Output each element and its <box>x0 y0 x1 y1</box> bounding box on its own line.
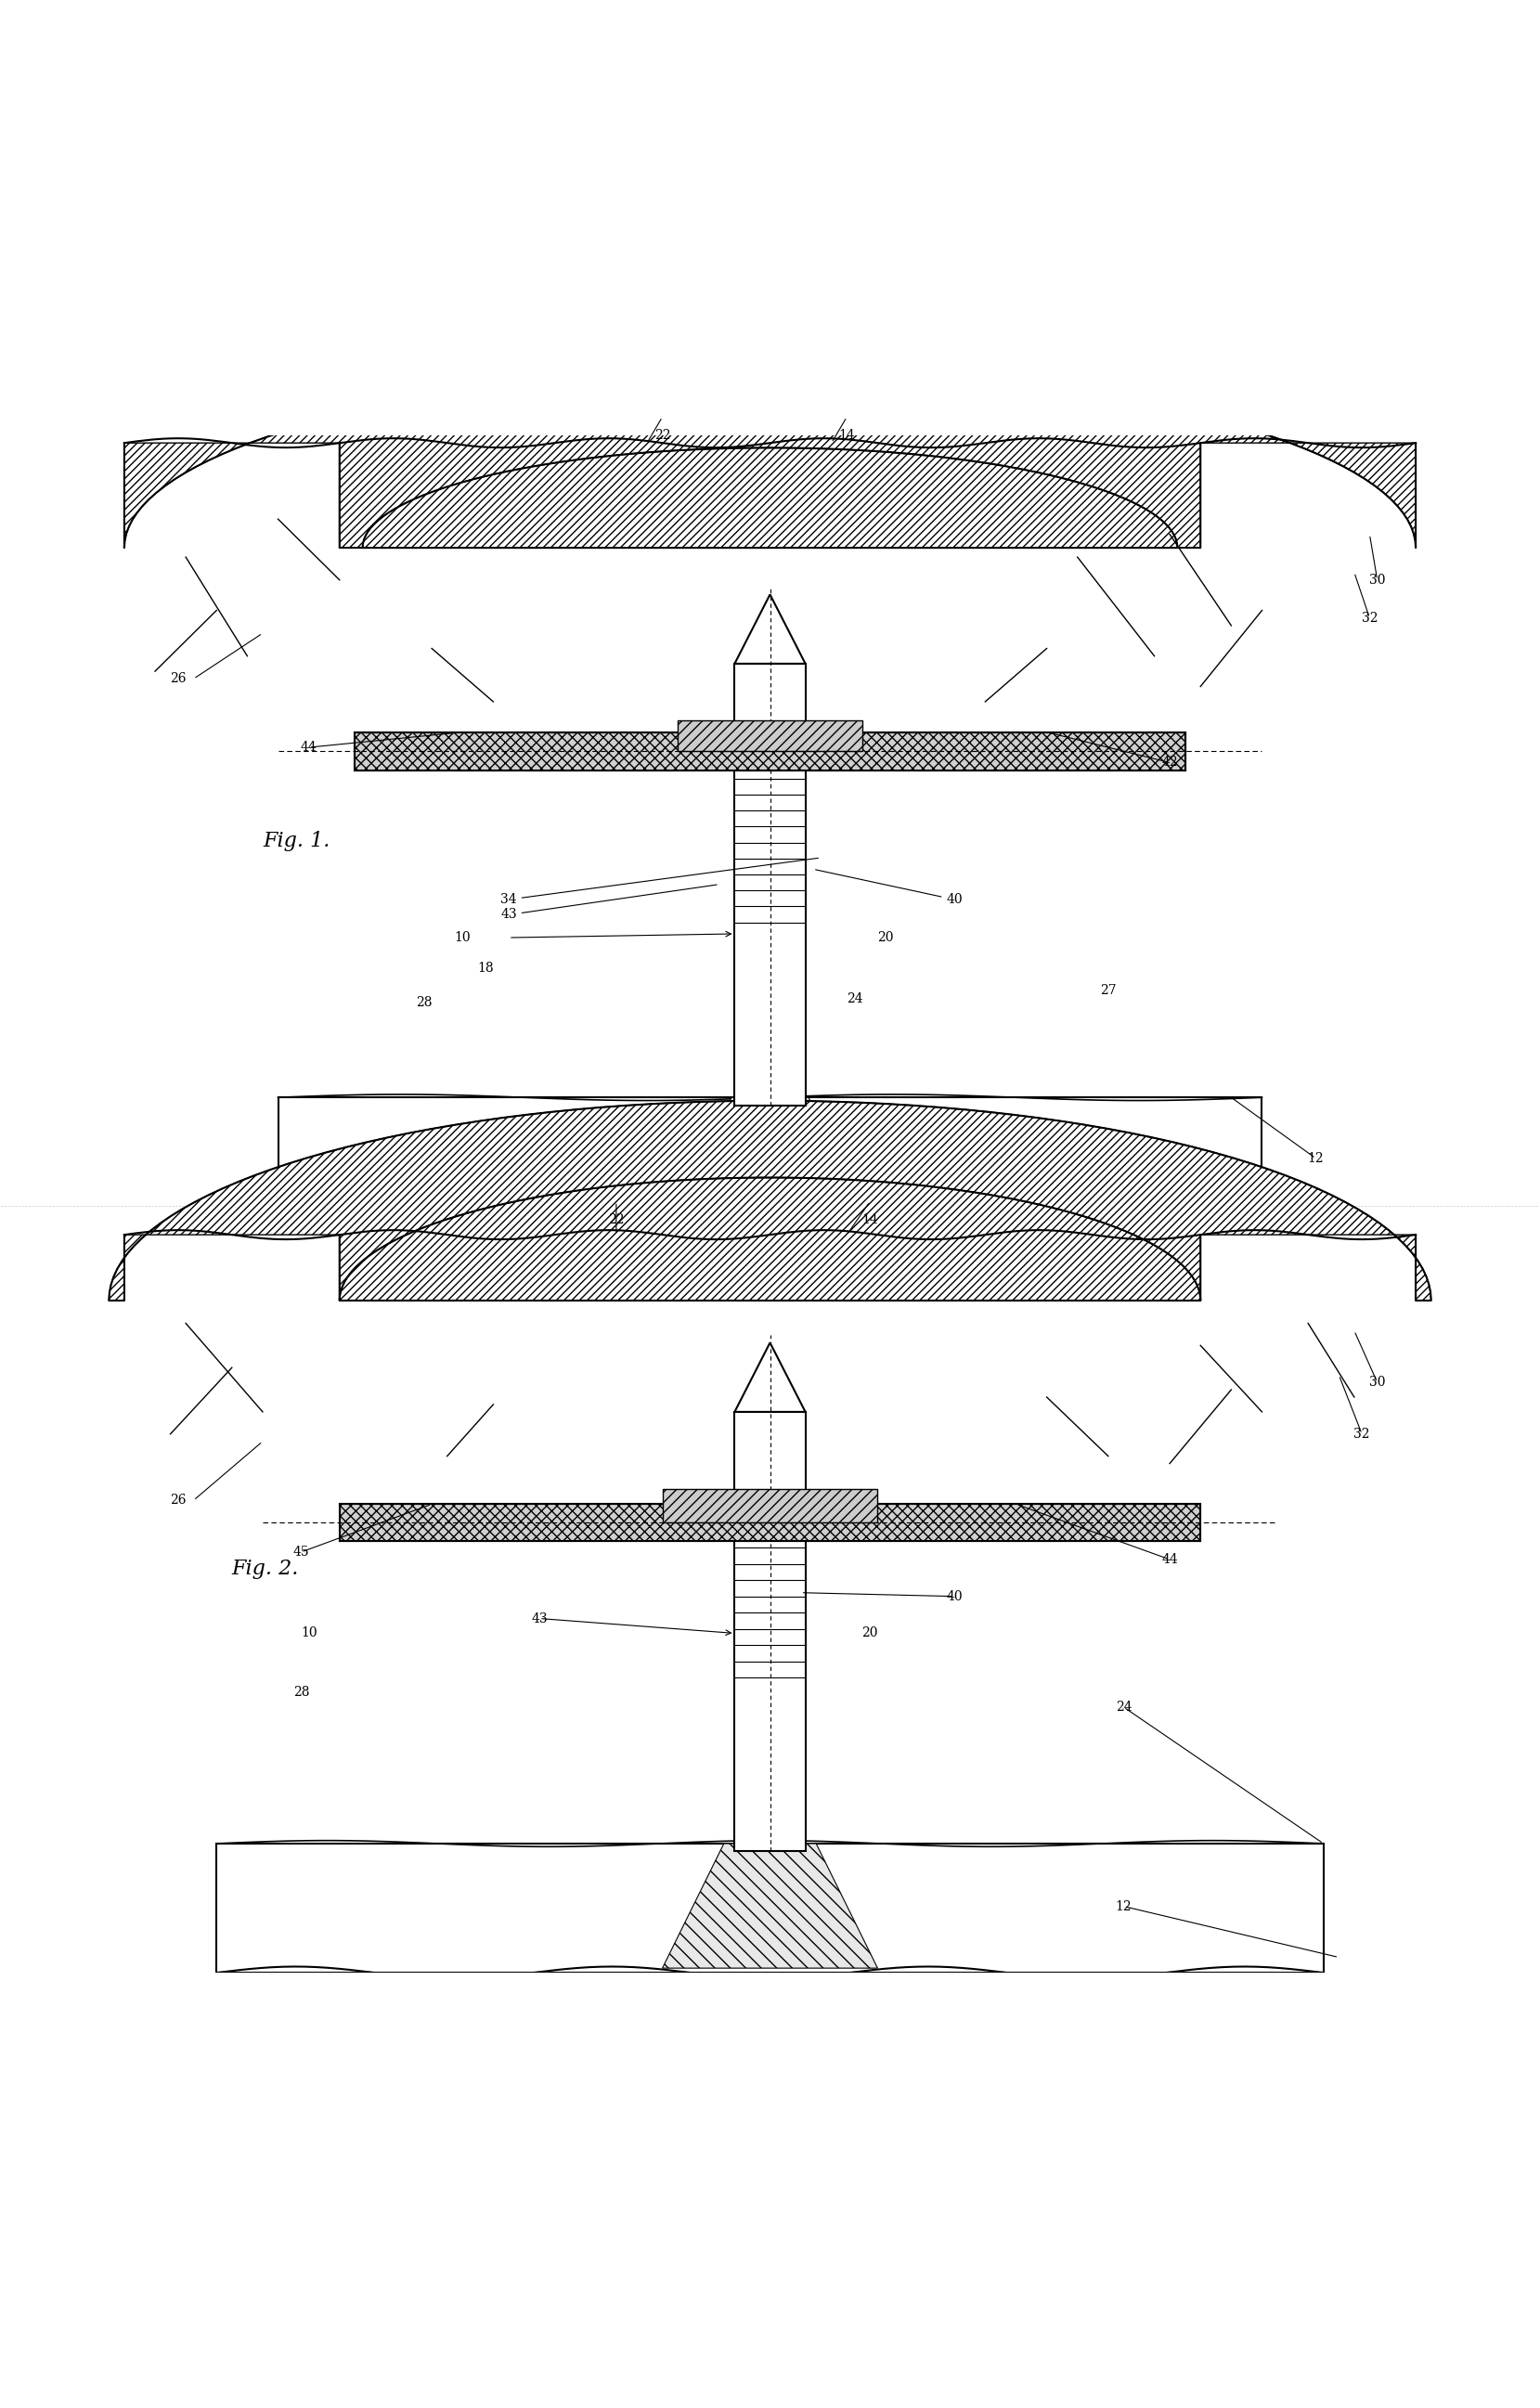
Text: 42: 42 <box>1161 756 1178 768</box>
Text: 26: 26 <box>169 1493 186 1507</box>
Text: 24: 24 <box>1115 1700 1132 1714</box>
Text: 34: 34 <box>501 857 818 905</box>
Text: 32: 32 <box>1354 1428 1371 1440</box>
Polygon shape <box>125 371 1415 547</box>
Text: 44: 44 <box>1161 1553 1178 1565</box>
Polygon shape <box>678 720 862 751</box>
Text: 44: 44 <box>300 742 317 754</box>
Text: 26: 26 <box>169 672 186 686</box>
Polygon shape <box>735 1411 805 1852</box>
Text: Fig. 2.: Fig. 2. <box>233 1558 299 1580</box>
Polygon shape <box>109 1100 1431 1300</box>
Text: 45: 45 <box>293 1546 310 1558</box>
Polygon shape <box>279 1098 1261 1204</box>
Text: 22: 22 <box>608 1214 624 1226</box>
Text: 10: 10 <box>454 932 471 944</box>
Polygon shape <box>735 595 805 665</box>
Text: 22: 22 <box>654 429 670 441</box>
Text: 18: 18 <box>477 961 494 975</box>
Text: 43: 43 <box>501 884 716 922</box>
Polygon shape <box>735 1344 805 1411</box>
Text: 30: 30 <box>1369 1375 1386 1389</box>
Text: 12: 12 <box>1115 1900 1132 1912</box>
Text: 28: 28 <box>293 1686 310 1698</box>
Text: 27: 27 <box>1100 985 1116 997</box>
Text: 24: 24 <box>847 992 862 1004</box>
Polygon shape <box>339 1505 1201 1541</box>
Polygon shape <box>708 1112 832 1180</box>
Text: 40: 40 <box>816 869 962 905</box>
Text: 43: 43 <box>531 1611 548 1625</box>
Polygon shape <box>354 732 1186 771</box>
Text: 14: 14 <box>862 1214 878 1226</box>
Text: 14: 14 <box>839 429 855 441</box>
Text: 28: 28 <box>416 997 433 1009</box>
Text: Fig. 1.: Fig. 1. <box>263 831 330 850</box>
Text: 30: 30 <box>1369 573 1386 588</box>
Polygon shape <box>678 1098 862 1197</box>
Text: 10: 10 <box>300 1628 317 1640</box>
Polygon shape <box>735 665 805 1105</box>
Text: 20: 20 <box>862 1628 878 1640</box>
Polygon shape <box>217 1845 1323 1972</box>
Polygon shape <box>662 1491 878 1522</box>
Text: 32: 32 <box>1361 612 1378 624</box>
Text: 20: 20 <box>878 932 893 944</box>
Text: 12: 12 <box>1307 1151 1324 1165</box>
Text: 40: 40 <box>946 1589 962 1604</box>
Polygon shape <box>662 1845 878 1967</box>
